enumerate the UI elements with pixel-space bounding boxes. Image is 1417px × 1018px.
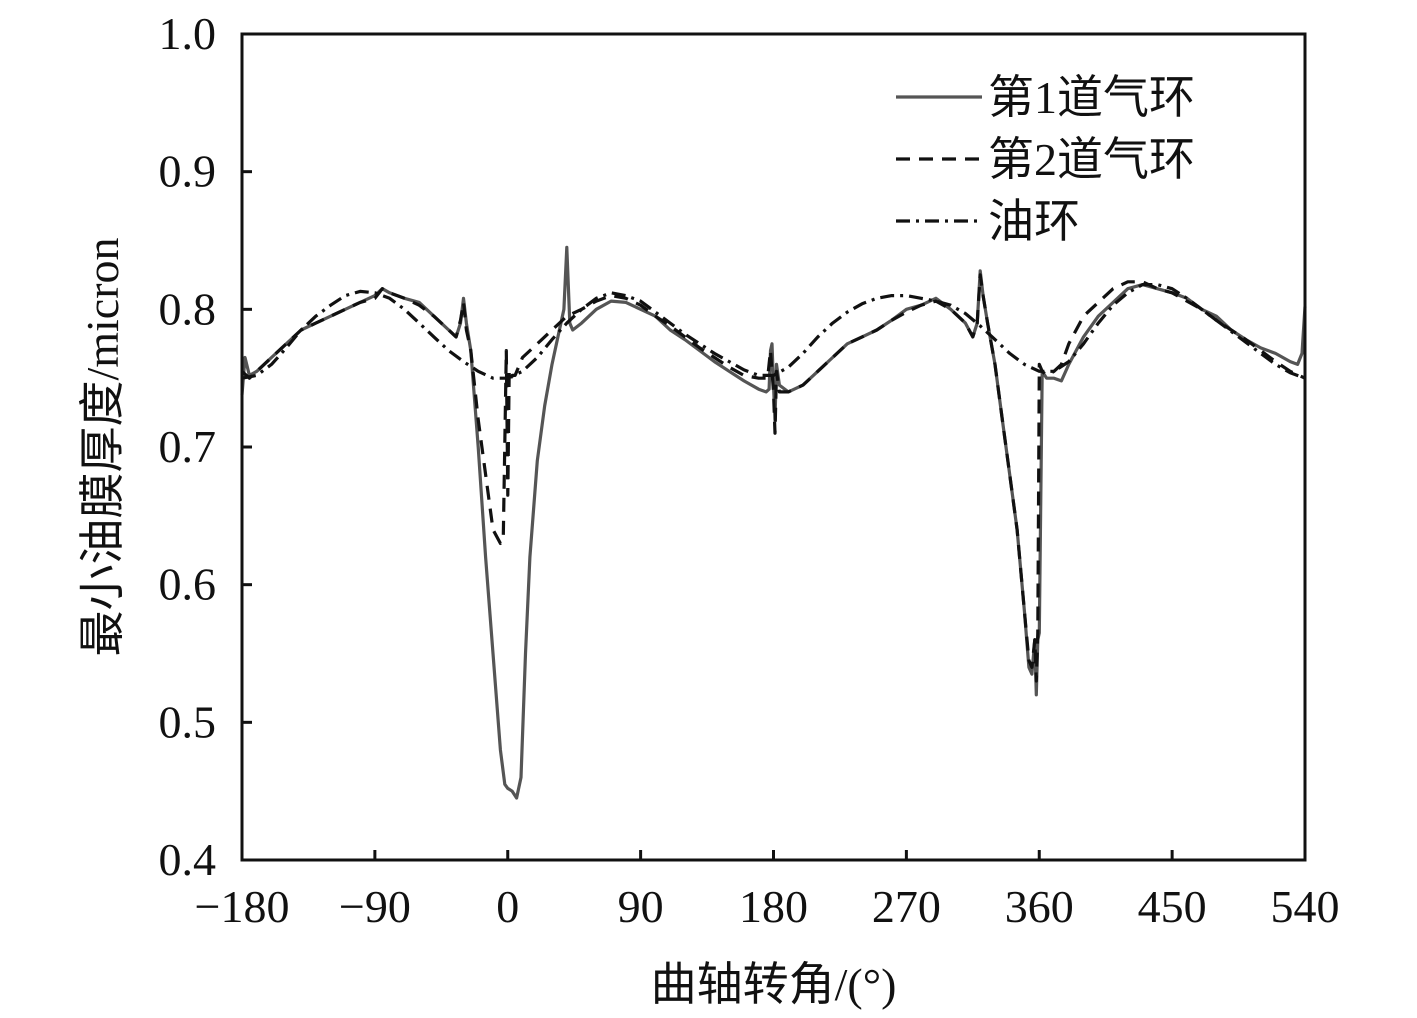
x-tick-label: −180	[195, 881, 290, 932]
legend-label-3: 油环	[988, 196, 1080, 247]
y-tick-label: 0.9	[159, 146, 217, 197]
legend-label-2: 第2道气环	[988, 134, 1195, 185]
y-tick-label: 0.5	[159, 696, 217, 747]
x-tick-label: 90	[618, 881, 664, 932]
plot-frame	[240, 32, 1307, 862]
series-line-2	[240, 273, 1306, 683]
x-axis-ticks: −180 −90 0 90 180 270 360 450 540	[195, 850, 1340, 932]
x-tick-label: 0	[496, 881, 519, 932]
y-axis-title: 最小油膜厚度/micron	[77, 237, 128, 656]
legend-label-1: 第1道气环	[988, 72, 1195, 123]
y-tick-label: 0.8	[159, 283, 217, 334]
y-tick-label: 0.4	[159, 834, 217, 885]
series-line-3	[241, 283, 1306, 380]
x-tick-label: 180	[739, 881, 808, 932]
x-tick-label: 450	[1138, 881, 1207, 932]
series-line-1	[240, 245, 1307, 800]
y-tick-label: 1.0	[159, 8, 217, 59]
x-tick-label: 360	[1005, 881, 1074, 932]
x-tick-label: −90	[339, 881, 411, 932]
plot-content	[240, 245, 1307, 800]
x-tick-label: 270	[872, 881, 941, 932]
x-axis-title: 曲轴转角/(°)	[651, 959, 897, 1010]
x-tick-label: 540	[1271, 881, 1340, 932]
y-tick-label: 0.7	[159, 421, 217, 472]
y-tick-label: 0.6	[159, 559, 217, 610]
y-axis-ticks: 0.4 0.5 0.6 0.7 0.8 0.9 1.0	[159, 8, 252, 885]
